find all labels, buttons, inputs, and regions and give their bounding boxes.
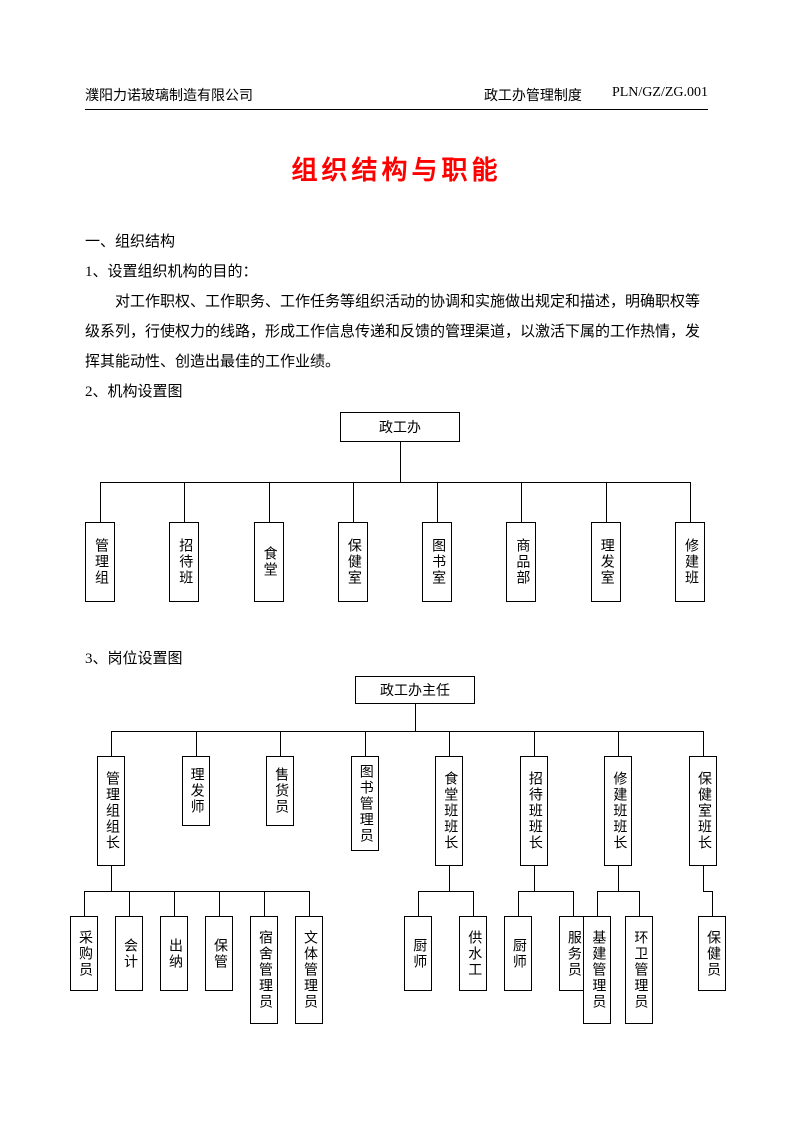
- org-node: 商品部: [506, 522, 536, 602]
- org-node: 文体管理员: [295, 916, 323, 1024]
- org-node: 保健室: [338, 522, 368, 602]
- org-node: 宿舍管理员: [250, 916, 278, 1024]
- org-node: 环卫管理员: [625, 916, 653, 1024]
- org-node: 保健员: [698, 916, 726, 991]
- org-node: 售货员: [266, 756, 294, 826]
- section1-paragraph: 对工作职权、工作职务、工作任务等组织活动的协调和实施做出规定和描述，明确职权等级…: [85, 287, 708, 377]
- org-node: 采购员: [70, 916, 98, 991]
- org-node: 会计: [115, 916, 143, 991]
- org-node: 基建管理员: [583, 916, 611, 1024]
- org-node: 修建班: [675, 522, 705, 602]
- org-node: 理发师: [182, 756, 210, 826]
- org-node: 管理组: [85, 522, 115, 602]
- page-title: 组织结构与职能: [85, 150, 708, 187]
- org-node: 保健室班长: [689, 756, 717, 866]
- org-node: 食堂班班长: [435, 756, 463, 866]
- org-node: 招待班: [169, 522, 199, 602]
- header-code: PLN/GZ/ZG.001: [612, 85, 708, 105]
- header-company: 濮阳力诺玻璃制造有限公司: [85, 85, 253, 105]
- org-chart-2: 政工办主任管理组组长理发师售货员图书管理员食堂班班长招待班班长修建班班长保健室班…: [85, 676, 708, 1036]
- section1-item3: 3、岗位设置图: [85, 644, 708, 674]
- org-node: 理发室: [591, 522, 621, 602]
- header-doc: 政工办管理制度: [484, 85, 582, 105]
- org-node: 图书室: [422, 522, 452, 602]
- org-node: 政工办主任: [355, 676, 475, 704]
- org-node: 出纳: [160, 916, 188, 991]
- org-node: 图书管理员: [351, 756, 379, 851]
- org-node: 招待班班长: [520, 756, 548, 866]
- section1-item2: 2、机构设置图: [85, 377, 708, 407]
- org-chart-1: 政工办管理组 招待班 食堂 保健室 图书室 商品部 理发室 修建班: [85, 412, 708, 642]
- section1-heading: 一、组织结构: [85, 227, 708, 257]
- org-node: 厨师: [504, 916, 532, 991]
- page-header: 濮阳力诺玻璃制造有限公司 政工办管理制度 PLN/GZ/ZG.001: [85, 85, 708, 110]
- section1-item1: 1、设置组织机构的目的：: [85, 257, 708, 287]
- org-node: 食堂: [254, 522, 284, 602]
- org-node: 管理组组长: [97, 756, 125, 866]
- org-node: 厨师: [404, 916, 432, 991]
- org-node: 保管: [205, 916, 233, 991]
- org-node: 修建班班长: [604, 756, 632, 866]
- org-node: 政工办: [340, 412, 460, 442]
- org-node: 供水工: [459, 916, 487, 991]
